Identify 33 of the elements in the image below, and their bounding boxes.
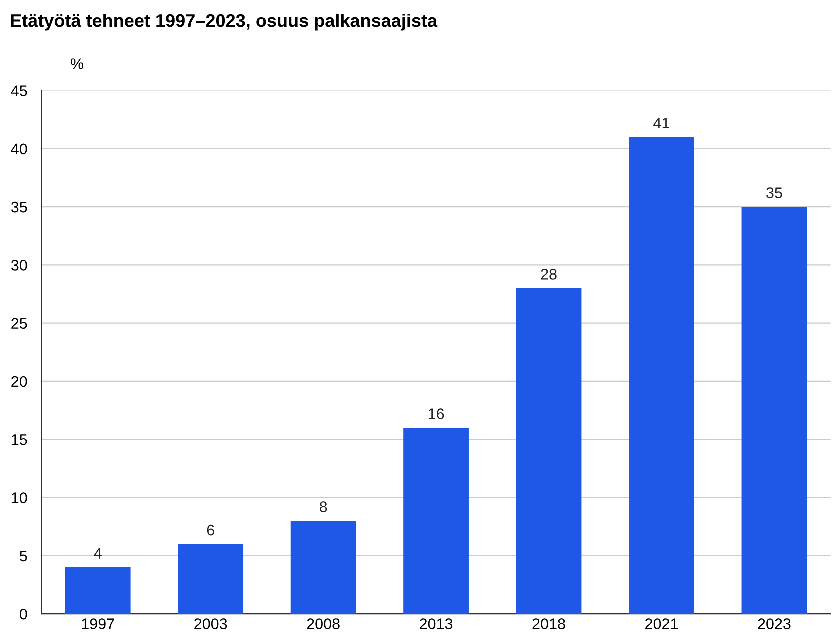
y-axis-title: % <box>71 58 84 70</box>
y-tick-label: 0 <box>20 608 28 620</box>
y-tick-label: 35 <box>11 202 28 213</box>
x-tick-label: 2023 <box>758 618 791 630</box>
y-tick-label: 30 <box>11 260 28 271</box>
data-label: 16 <box>428 408 444 420</box>
data-label: 4 <box>94 548 102 559</box>
data-label: 6 <box>207 524 214 536</box>
bar <box>516 288 582 614</box>
bar <box>65 568 131 614</box>
data-label: 41 <box>654 118 670 129</box>
bar <box>629 137 694 614</box>
y-tick-label: 5 <box>20 550 28 562</box>
bar <box>290 521 356 614</box>
x-tick-label: 2008 <box>307 618 340 630</box>
y-tick-label: 45 <box>11 86 28 96</box>
x-tick-label: 2013 <box>420 618 453 630</box>
x-tick-label: 2018 <box>532 618 566 630</box>
data-label: 28 <box>541 269 557 280</box>
x-tick-label: 2003 <box>194 618 228 630</box>
y-tick-label: 10 <box>12 492 28 504</box>
bar <box>178 544 244 614</box>
x-tick-label: 2021 <box>646 618 678 630</box>
x-tick-label: 1997 <box>82 618 114 630</box>
y-tick-label: 25 <box>12 318 28 330</box>
y-tick-label: 40 <box>11 144 28 155</box>
chart-title: Etätyötä tehneet 1997–2023, osuus palkansaajista <box>11 14 438 31</box>
y-tick-label: 15 <box>12 434 28 446</box>
data-label: 8 <box>320 502 328 512</box>
y-tick-label: 20 <box>12 376 28 388</box>
bar <box>742 207 808 614</box>
data-label: 35 <box>766 188 782 198</box>
bar <box>404 428 469 614</box>
